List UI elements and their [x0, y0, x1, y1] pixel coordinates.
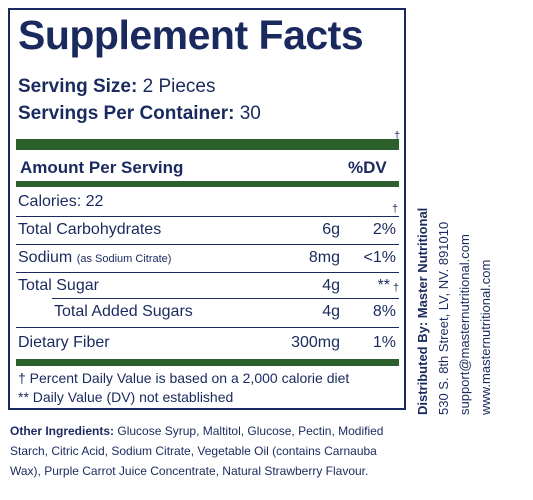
- nutrient-row-total-sugar: Total Sugar 4g **: [18, 273, 396, 301]
- nutrient-amount: 8mg: [308, 249, 340, 266]
- row-divider: [16, 327, 399, 328]
- nutrient-amount: 4g: [322, 303, 340, 320]
- row-divider: [16, 216, 399, 217]
- nutrient-row-carbohydrates: Total Carbohydrates 6g 2%: [18, 217, 396, 245]
- footnote-dv-not-established: ** Daily Value (DV) not established: [18, 389, 234, 405]
- nutrient-row-sodium: Sodium (as Sodium Citrate) 8mg <1%: [18, 245, 396, 273]
- divider-under-header: [16, 181, 399, 187]
- supplement-facts-panel: [8, 8, 406, 410]
- panel-title: Supplement Facts: [18, 12, 364, 58]
- nutrient-amount: 300mg: [291, 334, 340, 351]
- row-divider: [16, 272, 399, 273]
- thick-divider-bottom: [16, 359, 399, 366]
- distributor-email: support@masternutritional.com: [457, 234, 472, 415]
- dagger-mark: †: [392, 203, 399, 215]
- dagger-mark: †: [393, 282, 400, 294]
- nutrient-row-dietary-fiber: Dietary Fiber 300mg 1%: [18, 330, 396, 358]
- other-ingredients-label: Other Ingredients:: [10, 424, 115, 438]
- nutrient-note: (as Sodium Citrate): [76, 253, 172, 265]
- nutrient-name: Dietary Fiber: [18, 334, 110, 351]
- nutrient-row-added-sugars: Total Added Sugars 4g 8%: [18, 299, 396, 327]
- servings-per-container-value: 30: [239, 103, 261, 124]
- nutrient-dv: **: [377, 277, 390, 294]
- nutrient-dv: 2%: [372, 221, 396, 238]
- servings-per-container-label: Servings Per Container:: [18, 103, 235, 124]
- other-ingredients: Other Ingredients: Glucose Syrup, Maltit…: [10, 421, 408, 481]
- nutrient-name: Total Carbohydrates: [18, 221, 162, 238]
- nutrient-name: Calories: 22: [18, 193, 104, 210]
- nutrient-name: Total Sugar: [18, 277, 99, 294]
- dv-header: %DV: [348, 158, 387, 177]
- distributor-website: www.masternutritional.com: [478, 259, 493, 415]
- nutrient-name: Total Added Sugars: [54, 303, 193, 320]
- servings-per-container: Servings Per Container: 30: [18, 103, 261, 125]
- nutrient-row-calories: Calories: 22: [18, 189, 396, 217]
- other-ingredients-text: Glucose Syrup, Maltitol, Glucose, Pectin…: [10, 424, 384, 478]
- nutrient-dv: 8%: [372, 303, 396, 320]
- nutrient-amount: 4g: [322, 277, 340, 294]
- row-divider: [16, 244, 399, 245]
- serving-size-value: 2 Pieces: [142, 76, 216, 97]
- nutrient-dv: 1%: [372, 334, 396, 351]
- nutrient-amount: 6g: [322, 221, 340, 238]
- dagger-mark: †: [394, 130, 401, 142]
- serving-size-label: Serving Size:: [18, 76, 138, 97]
- distributor-address: 530 S. 8th Street, LV, NV. 891010: [436, 221, 451, 415]
- distributor-label: Distributed By: Master Nutritional: [415, 207, 430, 415]
- footnote-percent-dv: † Percent Daily Value is based on a 2,00…: [18, 370, 350, 386]
- amount-per-serving-header: Amount Per Serving: [20, 158, 184, 177]
- nutrient-name: Sodium (as Sodium Citrate): [18, 249, 172, 266]
- row-divider: [52, 298, 399, 299]
- nutrient-dv: <1%: [363, 249, 396, 266]
- thick-divider-top: [16, 139, 399, 150]
- serving-size: Serving Size: 2 Pieces: [18, 76, 215, 98]
